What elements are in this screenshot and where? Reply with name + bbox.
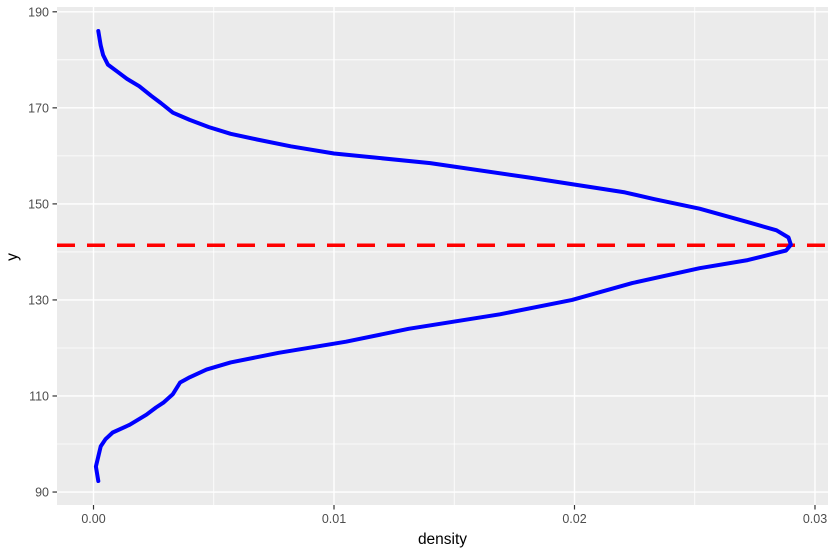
- y-tick-label: 130: [28, 293, 49, 307]
- density-curve: [93, 29, 793, 483]
- x-tick-label: 0.02: [562, 512, 586, 526]
- x-tick-label: 0.01: [322, 512, 346, 526]
- y-axis-title: y: [4, 253, 21, 261]
- y-tick-label: 150: [28, 197, 49, 211]
- x-axis-title: density: [417, 531, 468, 548]
- y-tick-label: 110: [29, 389, 49, 403]
- x-tick-label: 0.03: [803, 512, 827, 526]
- y-tick-label: 190: [28, 5, 49, 19]
- x-tick-label: 0.00: [81, 512, 105, 526]
- panel-background: [57, 7, 828, 505]
- y-tick-label: 90: [35, 486, 49, 500]
- y-tick-label: 170: [28, 101, 49, 115]
